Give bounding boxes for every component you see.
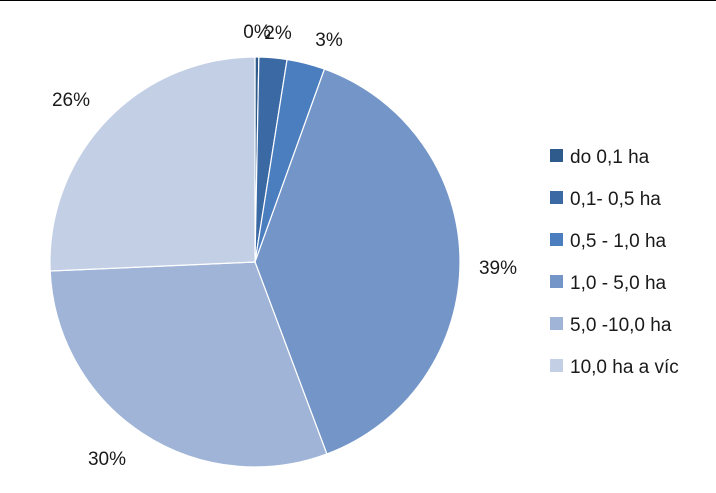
- legend-swatch-0: [550, 149, 563, 162]
- pie-slice-4: [49, 261, 328, 468]
- legend-label-5: 10,0 ha a víc: [570, 357, 679, 378]
- top-border: [0, 0, 716, 1]
- legend-label-1: 0,1- 0,5 ha: [570, 189, 661, 210]
- pie-label-5: 26%: [52, 90, 90, 111]
- pie-slice-5: [49, 56, 256, 272]
- legend-swatch-2: [550, 233, 563, 246]
- pie-data-labels: 0%2% 3% 39% 30% 26%: [52, 22, 517, 470]
- pie-label-4: 30%: [88, 449, 126, 470]
- pie-label-2: 3%: [315, 30, 343, 51]
- pie-label-3: 39%: [479, 258, 517, 279]
- legend-swatch-3: [550, 275, 563, 288]
- legend-swatch-5: [550, 359, 563, 372]
- legend-label-3: 1,0 - 5,0 ha: [570, 273, 667, 294]
- legend-swatch-1: [550, 191, 563, 204]
- pie-label-1: 2%: [264, 23, 292, 44]
- legend-label-4: 5,0 -10,0 ha: [570, 315, 672, 336]
- chart-legend: do 0,1 ha 0,1- 0,5 ha 0,5 - 1,0 ha 1,0 - 5,…: [550, 147, 679, 378]
- pie-label-0: 0%: [243, 22, 271, 43]
- legend-label-0: do 0,1 ha: [570, 147, 650, 168]
- legend-label-2: 0,5 - 1,0 ha: [570, 231, 667, 252]
- legend-swatch-4: [550, 317, 563, 330]
- pie-slices: [49, 56, 461, 468]
- pie-slice-3: [254, 68, 461, 455]
